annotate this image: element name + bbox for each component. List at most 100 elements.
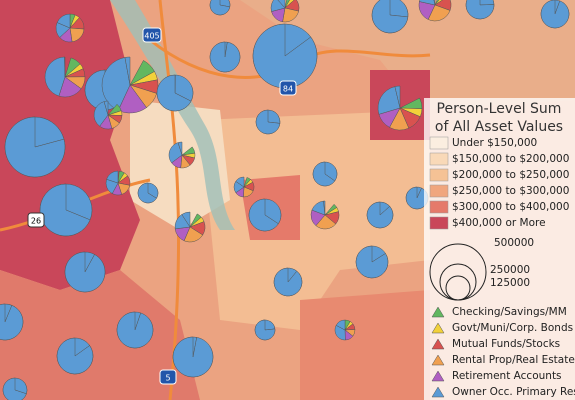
pie [366,201,394,229]
pie [116,311,154,349]
legend-label: Under $150,000 [452,137,537,149]
size-label: 500000 [494,237,534,249]
pie-slice [254,319,276,341]
pie-slice [168,142,183,164]
legend-triangle [431,354,445,366]
pie [174,211,206,243]
pie [55,13,85,43]
pie-slice [419,0,436,6]
pie-slice [377,86,401,115]
pie-slice [284,0,290,9]
pie-slice [323,200,326,216]
pie [4,116,66,178]
legend-label: $300,000 to $400,000 [452,201,569,213]
pie [172,336,214,378]
pie-slice [235,176,245,188]
pie [418,0,452,22]
legend-label: $150,000 to $200,000 [452,153,569,165]
pie-slice [255,109,281,135]
pie-slice [116,311,154,349]
shield: 26 [27,212,45,228]
pie-slice [64,56,66,78]
pie [371,0,409,34]
legend: Person-Level Sum of All Asset Values Under… [429,101,575,398]
pie-slice [44,56,66,97]
pie-slice [172,336,214,378]
pie-slice [433,0,436,6]
pie [64,251,106,293]
legend-swatch [429,184,449,198]
shield-label: 84 [283,85,293,94]
legend-label: $400,000 or More [452,217,546,229]
legend-swatch [429,168,449,182]
pie [105,170,131,196]
pie-slice [273,267,303,297]
pie-slice [209,0,231,16]
pie-slice [106,170,119,184]
pie [39,183,93,237]
legend-triangle [431,306,445,318]
region [0,270,200,400]
pie [355,245,389,279]
pie [252,23,318,89]
pie-slice [103,100,109,116]
shield-label: 5 [165,374,170,383]
pie [0,303,24,341]
legend-label: Checking/Savings/MM [452,306,567,318]
legend-label: Owner Occ. Primary Res [452,386,575,398]
legend-label: Retirement Accounts [452,370,562,382]
pie [101,56,159,114]
legend-label: Mutual Funds/Stocks [452,338,560,350]
pie [56,337,94,375]
pie-slice [248,198,279,232]
pie [255,109,281,135]
legend-title: Person-Level Sum [437,101,562,117]
pie-slice [312,161,336,187]
pie [254,319,276,341]
pie [168,141,196,169]
pie [44,56,86,98]
shield: 405 [142,27,162,43]
legend-triangle [431,386,445,398]
pie-slice [174,74,194,102]
pie-slice [101,57,131,111]
legend-swatch [429,216,449,230]
pie [209,0,231,16]
legend-swatch [429,136,449,150]
pie [93,100,123,130]
pie-slice [270,0,286,12]
legend-title: of All Asset Values [435,119,563,135]
pie-slice [394,85,401,109]
pie-slice [4,116,66,178]
shield: 5 [159,369,177,385]
pie-slice [64,251,106,293]
pie [137,182,159,204]
pie-slice [181,211,191,228]
river [110,0,235,230]
pie-slice [56,13,71,29]
pie [156,74,194,112]
legend-triangle [431,370,445,382]
pie-slice [540,0,570,29]
legend-swatch [429,200,449,214]
pie-slice [252,23,318,89]
pie [270,0,300,23]
legend-label: $250,000 to $300,000 [452,185,569,197]
pie-slice [335,319,346,331]
pie [377,85,423,131]
pie-slice [366,201,394,229]
shield-label: 26 [31,217,41,226]
shield-label: 405 [144,32,159,41]
pie-slice [355,245,389,279]
pie-slice [465,0,495,20]
pie [273,267,303,297]
pie [312,161,338,187]
pie-slice [56,337,94,375]
pie-slice [93,101,109,127]
size-label: 125000 [490,277,530,289]
pie [540,0,570,29]
size-circle [445,275,471,301]
region [300,290,430,400]
